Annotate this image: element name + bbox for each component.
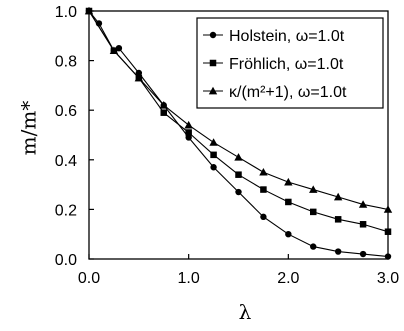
- x-tick-label: 3.0: [377, 270, 399, 287]
- legend-box: [196, 17, 384, 109]
- data-point-square: [359, 221, 367, 228]
- data-point-circle: [235, 188, 242, 196]
- data-point-circle: [384, 253, 392, 260]
- data-point-circle: [185, 134, 192, 141]
- data-point-triangle: [184, 120, 193, 129]
- data-point-triangle: [234, 153, 243, 161]
- data-point-triangle: [383, 205, 393, 213]
- legend-marker-square: [209, 59, 217, 67]
- plot-frame: [88, 10, 389, 260]
- data-point-square: [160, 109, 167, 116]
- data-point-circle: [135, 69, 143, 77]
- data-point-triangle: [358, 200, 368, 208]
- data-point-triangle: [284, 177, 293, 186]
- legend-marker-triangle: [208, 86, 218, 95]
- y-tick-label: 0.4: [55, 153, 77, 170]
- y-tick-label: 0.6: [55, 103, 77, 120]
- x-axis-label: λ: [239, 300, 252, 324]
- legend-label: κ/(m²+1), ω=1.0t: [229, 84, 347, 101]
- data-point-triangle: [159, 101, 168, 109]
- y-axis-label: m/m*: [17, 101, 41, 156]
- data-point-square: [285, 198, 292, 206]
- data-point-square: [384, 228, 392, 235]
- y-tick-label: 0.0: [55, 252, 77, 269]
- data-point-triangle: [259, 168, 268, 176]
- data-point-circle: [260, 213, 267, 221]
- data-point-circle: [359, 250, 367, 258]
- data-point-triangle: [84, 6, 94, 15]
- data-point-square: [260, 186, 267, 193]
- data-point-circle: [210, 164, 217, 171]
- data-point-square: [334, 216, 342, 223]
- data-point-circle: [285, 231, 292, 238]
- y-tick-label: 0.8: [55, 54, 77, 71]
- data-point-square: [235, 171, 242, 178]
- data-point-triangle: [309, 185, 318, 193]
- axes: 0.0 1.0 2.0 3.0 0.0 0.2 0.4 0.6 0.8 1.0: [55, 4, 399, 287]
- series-group: [84, 6, 393, 260]
- data-point-square: [310, 208, 317, 216]
- data-point-triangle: [333, 192, 343, 201]
- legend-marker-circle: [209, 31, 217, 39]
- y-tick-label: 0.2: [55, 202, 77, 219]
- data-point-circle: [115, 45, 123, 52]
- x-tick-label: 1.0: [178, 270, 200, 287]
- legend-label: Fröhlich, ω=1.0t: [229, 56, 344, 73]
- data-point-square: [185, 129, 192, 136]
- data-point-circle: [334, 248, 342, 255]
- legend: Holstein, ω=1.0t Fröhlich, ω=1.0t κ/(m²+1)…: [196, 17, 384, 109]
- legend-label: Holstein, ω=1.0t: [229, 28, 345, 45]
- data-point-triangle: [134, 73, 144, 82]
- data-point-square: [210, 151, 217, 159]
- x-tick-label: 0.0: [78, 270, 100, 287]
- data-point-triangle: [109, 46, 119, 55]
- y-tick-label: 1.0: [55, 4, 77, 21]
- data-point-triangle: [209, 138, 218, 146]
- x-tick-label: 2.0: [277, 270, 299, 287]
- series-triangle: [84, 6, 393, 213]
- data-point-circle: [310, 243, 317, 250]
